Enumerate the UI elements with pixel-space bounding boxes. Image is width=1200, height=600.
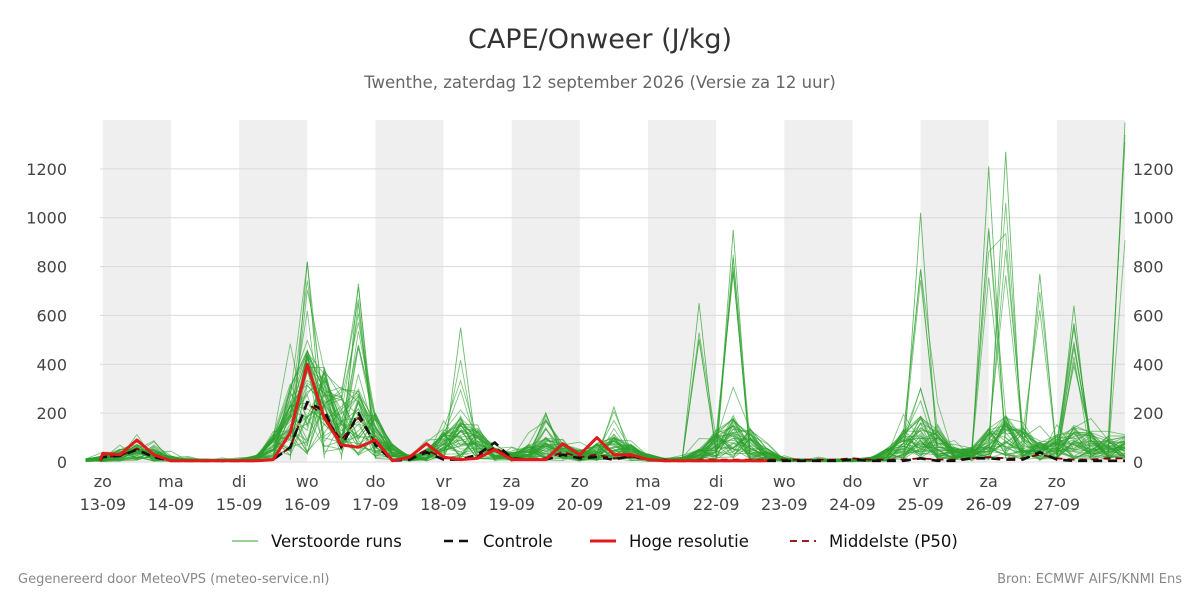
main-series-lines	[98, 362, 1125, 463]
x-tick-date: 21-09	[625, 495, 672, 514]
y-tick-label: 800	[36, 258, 67, 277]
ensemble-peak-line	[715, 229, 751, 460]
footer-credit: Gegenereerd door MeteoVPS (meteo-service…	[18, 572, 330, 587]
chart-subtitle: Twenthe, zaterdag 12 september 2026 (Ver…	[364, 73, 836, 92]
x-tick-day: zo	[571, 472, 589, 491]
y-tick-label: 400	[1133, 355, 1164, 374]
x-tick-date: 17-09	[352, 495, 399, 514]
x-tick-date: 18-09	[420, 495, 467, 514]
x-tick-day: za	[980, 472, 998, 491]
ensemble-peak-line	[1022, 273, 1058, 460]
x-tick-date: 26-09	[965, 495, 1012, 514]
y-tick-label: 0	[57, 453, 67, 472]
ensemble-peak-line	[903, 212, 939, 460]
y-tick-label: 1000	[26, 209, 67, 228]
x-tick-day: wo	[773, 472, 796, 491]
ensemble-peak-line	[528, 411, 564, 460]
legend-label: Hoge resolutie	[629, 532, 749, 551]
ensemble-peak-line	[988, 151, 1024, 460]
ensemble-peak-line	[971, 166, 1007, 460]
y-tick-label: 400	[36, 355, 67, 374]
ensemble-lines	[85, 122, 1126, 463]
ensemble-peak-line	[340, 283, 376, 460]
x-tick-day: do	[365, 472, 385, 491]
footer-source: Bron: ECMWF AIFS/KNMI Ens	[997, 572, 1182, 587]
y-tick-label: 200	[36, 404, 67, 423]
y-tick-label: 1200	[26, 160, 67, 179]
series-line-hoge-resolutie	[98, 362, 768, 463]
x-tick-day: do	[842, 472, 862, 491]
x-tick-date: 14-09	[148, 495, 195, 514]
x-tick-day: ma	[158, 472, 183, 491]
x-tick-day: za	[503, 472, 521, 491]
x-tick-date: 16-09	[284, 495, 331, 514]
x-axis: zo 13-09 ma 14-09 di 15-09 wo 16-09 do 17-09 vr 18-…	[80, 472, 1081, 514]
x-tick-date: 23-09	[761, 495, 808, 514]
x-tick-date: 24-09	[829, 495, 876, 514]
y-tick-label: 600	[1133, 306, 1164, 325]
x-tick-day: di	[232, 472, 247, 491]
ensemble-peak-line	[1107, 122, 1126, 460]
weekend-band	[511, 120, 580, 462]
x-tick-date: 13-09	[80, 495, 127, 514]
series-line-controle	[98, 400, 1125, 463]
x-tick-date: 15-09	[216, 495, 263, 514]
ensemble-peak-line	[443, 327, 479, 460]
ensemble-peak-line	[289, 261, 325, 460]
x-tick-day: wo	[296, 472, 319, 491]
weekend-bands	[102, 120, 1125, 462]
x-tick-date: 25-09	[897, 495, 944, 514]
weekend-band	[784, 120, 853, 462]
ensemble-member-line	[85, 396, 1126, 463]
x-tick-day: di	[709, 472, 724, 491]
weekend-band	[647, 120, 717, 462]
ensemble-peak-line	[1056, 305, 1092, 460]
legend-label: Controle	[483, 532, 553, 551]
x-tick-date: 27-09	[1034, 495, 1081, 514]
y-tick-label: 600	[36, 306, 67, 325]
x-tick-day: zo	[94, 472, 112, 491]
y-tick-label: 0	[1133, 453, 1143, 472]
chart-title: CAPE/Onweer (J/kg)	[467, 24, 732, 55]
x-tick-day: zo	[1048, 472, 1066, 491]
y-tick-label: 200	[1133, 404, 1164, 423]
x-tick-day: vr	[436, 472, 452, 491]
y-tick-label: 1200	[1133, 160, 1174, 179]
weekend-band	[1056, 120, 1125, 462]
y-axis-left: 0 200 400 600 800 1000 1200	[26, 160, 67, 472]
legend-label: Verstoorde runs	[271, 532, 402, 551]
ensemble-member-line	[85, 303, 1126, 462]
legend-label: Middelste (P50)	[829, 532, 958, 551]
weekend-band	[375, 120, 444, 462]
x-tick-date: 20-09	[557, 495, 604, 514]
legend: Verstoorde runs Controle Hoge resolutie Mid…	[232, 532, 958, 551]
y-tick-label: 1000	[1133, 209, 1174, 228]
x-tick-day: ma	[635, 472, 660, 491]
ensemble-peak-line	[681, 303, 717, 460]
weekend-band	[920, 120, 989, 462]
y-axis-right: 0 200 400 600 800 1000 1200	[1133, 160, 1174, 472]
x-tick-day: vr	[913, 472, 929, 491]
x-tick-date: 19-09	[488, 495, 535, 514]
weekend-band	[102, 120, 171, 462]
y-tick-label: 800	[1133, 258, 1164, 277]
x-tick-date: 22-09	[693, 495, 740, 514]
